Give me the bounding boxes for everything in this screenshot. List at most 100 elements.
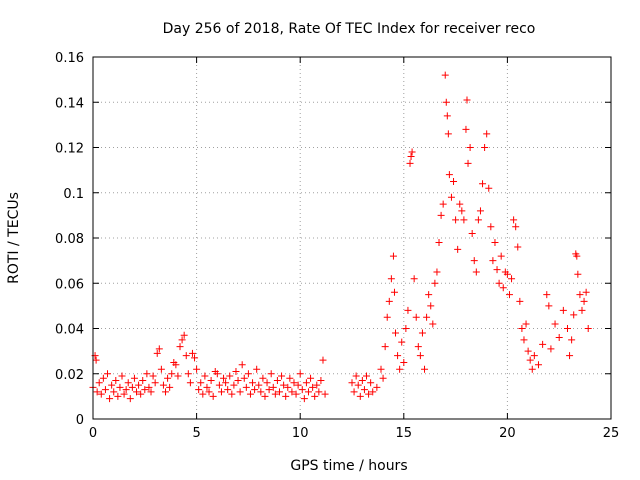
data-point [495, 279, 503, 287]
data-point [93, 388, 101, 396]
data-point [207, 377, 215, 385]
data-point [520, 336, 528, 344]
data-point [178, 336, 186, 344]
data-point [441, 71, 449, 79]
data-point [238, 361, 246, 369]
data-point [155, 345, 163, 353]
data-point [234, 377, 242, 385]
data-point [159, 381, 167, 389]
data-point [288, 388, 296, 396]
data-point [195, 386, 203, 394]
data-point [429, 320, 437, 328]
x-tick-label: 0 [89, 426, 97, 441]
x-axis-title: GPS time / hours [290, 458, 407, 474]
data-point [493, 266, 501, 274]
data-point [573, 252, 581, 260]
data-point [574, 270, 582, 278]
data-point [153, 349, 161, 357]
data-point [92, 356, 100, 364]
data-point [407, 153, 415, 161]
data-point [491, 239, 499, 247]
data-point [458, 207, 466, 215]
data-point [547, 345, 555, 353]
data-point [141, 386, 149, 394]
data-point [392, 329, 400, 337]
data-point [485, 184, 493, 192]
data-point [97, 390, 105, 398]
data-point [130, 374, 138, 382]
data-point [203, 383, 211, 391]
data-point [369, 388, 377, 396]
data-point [408, 148, 416, 156]
data-point [483, 130, 491, 138]
data-point [135, 381, 143, 389]
data-point [576, 291, 584, 299]
data-point [162, 388, 170, 396]
chart-title: Day 256 of 2018, Rate Of TEC Index for r… [163, 21, 536, 37]
data-point [363, 372, 371, 380]
data-point [319, 356, 327, 364]
data-point [209, 392, 217, 400]
data-point [510, 216, 518, 224]
data-point [385, 297, 393, 305]
x-tick-label: 20 [499, 426, 516, 441]
data-point [147, 388, 155, 396]
data-point [193, 365, 201, 373]
data-point [151, 379, 159, 387]
data-point [360, 386, 368, 394]
data-point [563, 325, 571, 332]
data-point [412, 313, 420, 321]
data-point [224, 386, 232, 394]
data-point [481, 144, 489, 151]
data-point [568, 336, 576, 344]
data-point [421, 365, 429, 373]
data-point [468, 229, 476, 237]
data-point [101, 386, 109, 394]
data-point [99, 374, 107, 382]
data-point [427, 302, 435, 310]
data-point [365, 390, 373, 398]
data-point [476, 207, 484, 215]
data-point [447, 193, 455, 201]
data-point [186, 379, 194, 387]
data-point [423, 313, 431, 321]
data-point [226, 372, 234, 380]
data-point [199, 390, 207, 398]
data-point [463, 96, 471, 104]
data-point [180, 331, 188, 339]
data-point [443, 112, 451, 120]
data-point [418, 329, 426, 337]
y-tick-label: 0.08 [55, 232, 84, 247]
data-point [108, 381, 116, 389]
data-point [518, 325, 526, 332]
data-point [442, 98, 450, 106]
data-point [217, 388, 225, 396]
data-point [261, 392, 269, 400]
data-point [505, 291, 513, 299]
data-point [381, 343, 389, 351]
data-point [182, 352, 190, 360]
data-point [445, 171, 453, 179]
data-point [253, 365, 261, 373]
data-point [263, 379, 271, 387]
data-point [110, 388, 118, 396]
y-tick-label: 0.02 [55, 368, 84, 383]
grid [93, 57, 611, 419]
data-point [246, 390, 254, 398]
data-point [350, 388, 358, 396]
data-point [352, 372, 360, 380]
data-point [474, 216, 482, 224]
data-point [205, 388, 213, 396]
data-point [530, 352, 538, 360]
data-point [383, 313, 391, 321]
data-point [414, 343, 422, 351]
data-point [528, 365, 536, 373]
data-point [215, 381, 223, 389]
data-point [578, 306, 586, 314]
data-point [275, 388, 283, 396]
data-point [273, 377, 281, 385]
data-point [566, 352, 574, 360]
data-point [437, 211, 445, 219]
data-point [120, 390, 128, 398]
data-point [174, 372, 182, 380]
